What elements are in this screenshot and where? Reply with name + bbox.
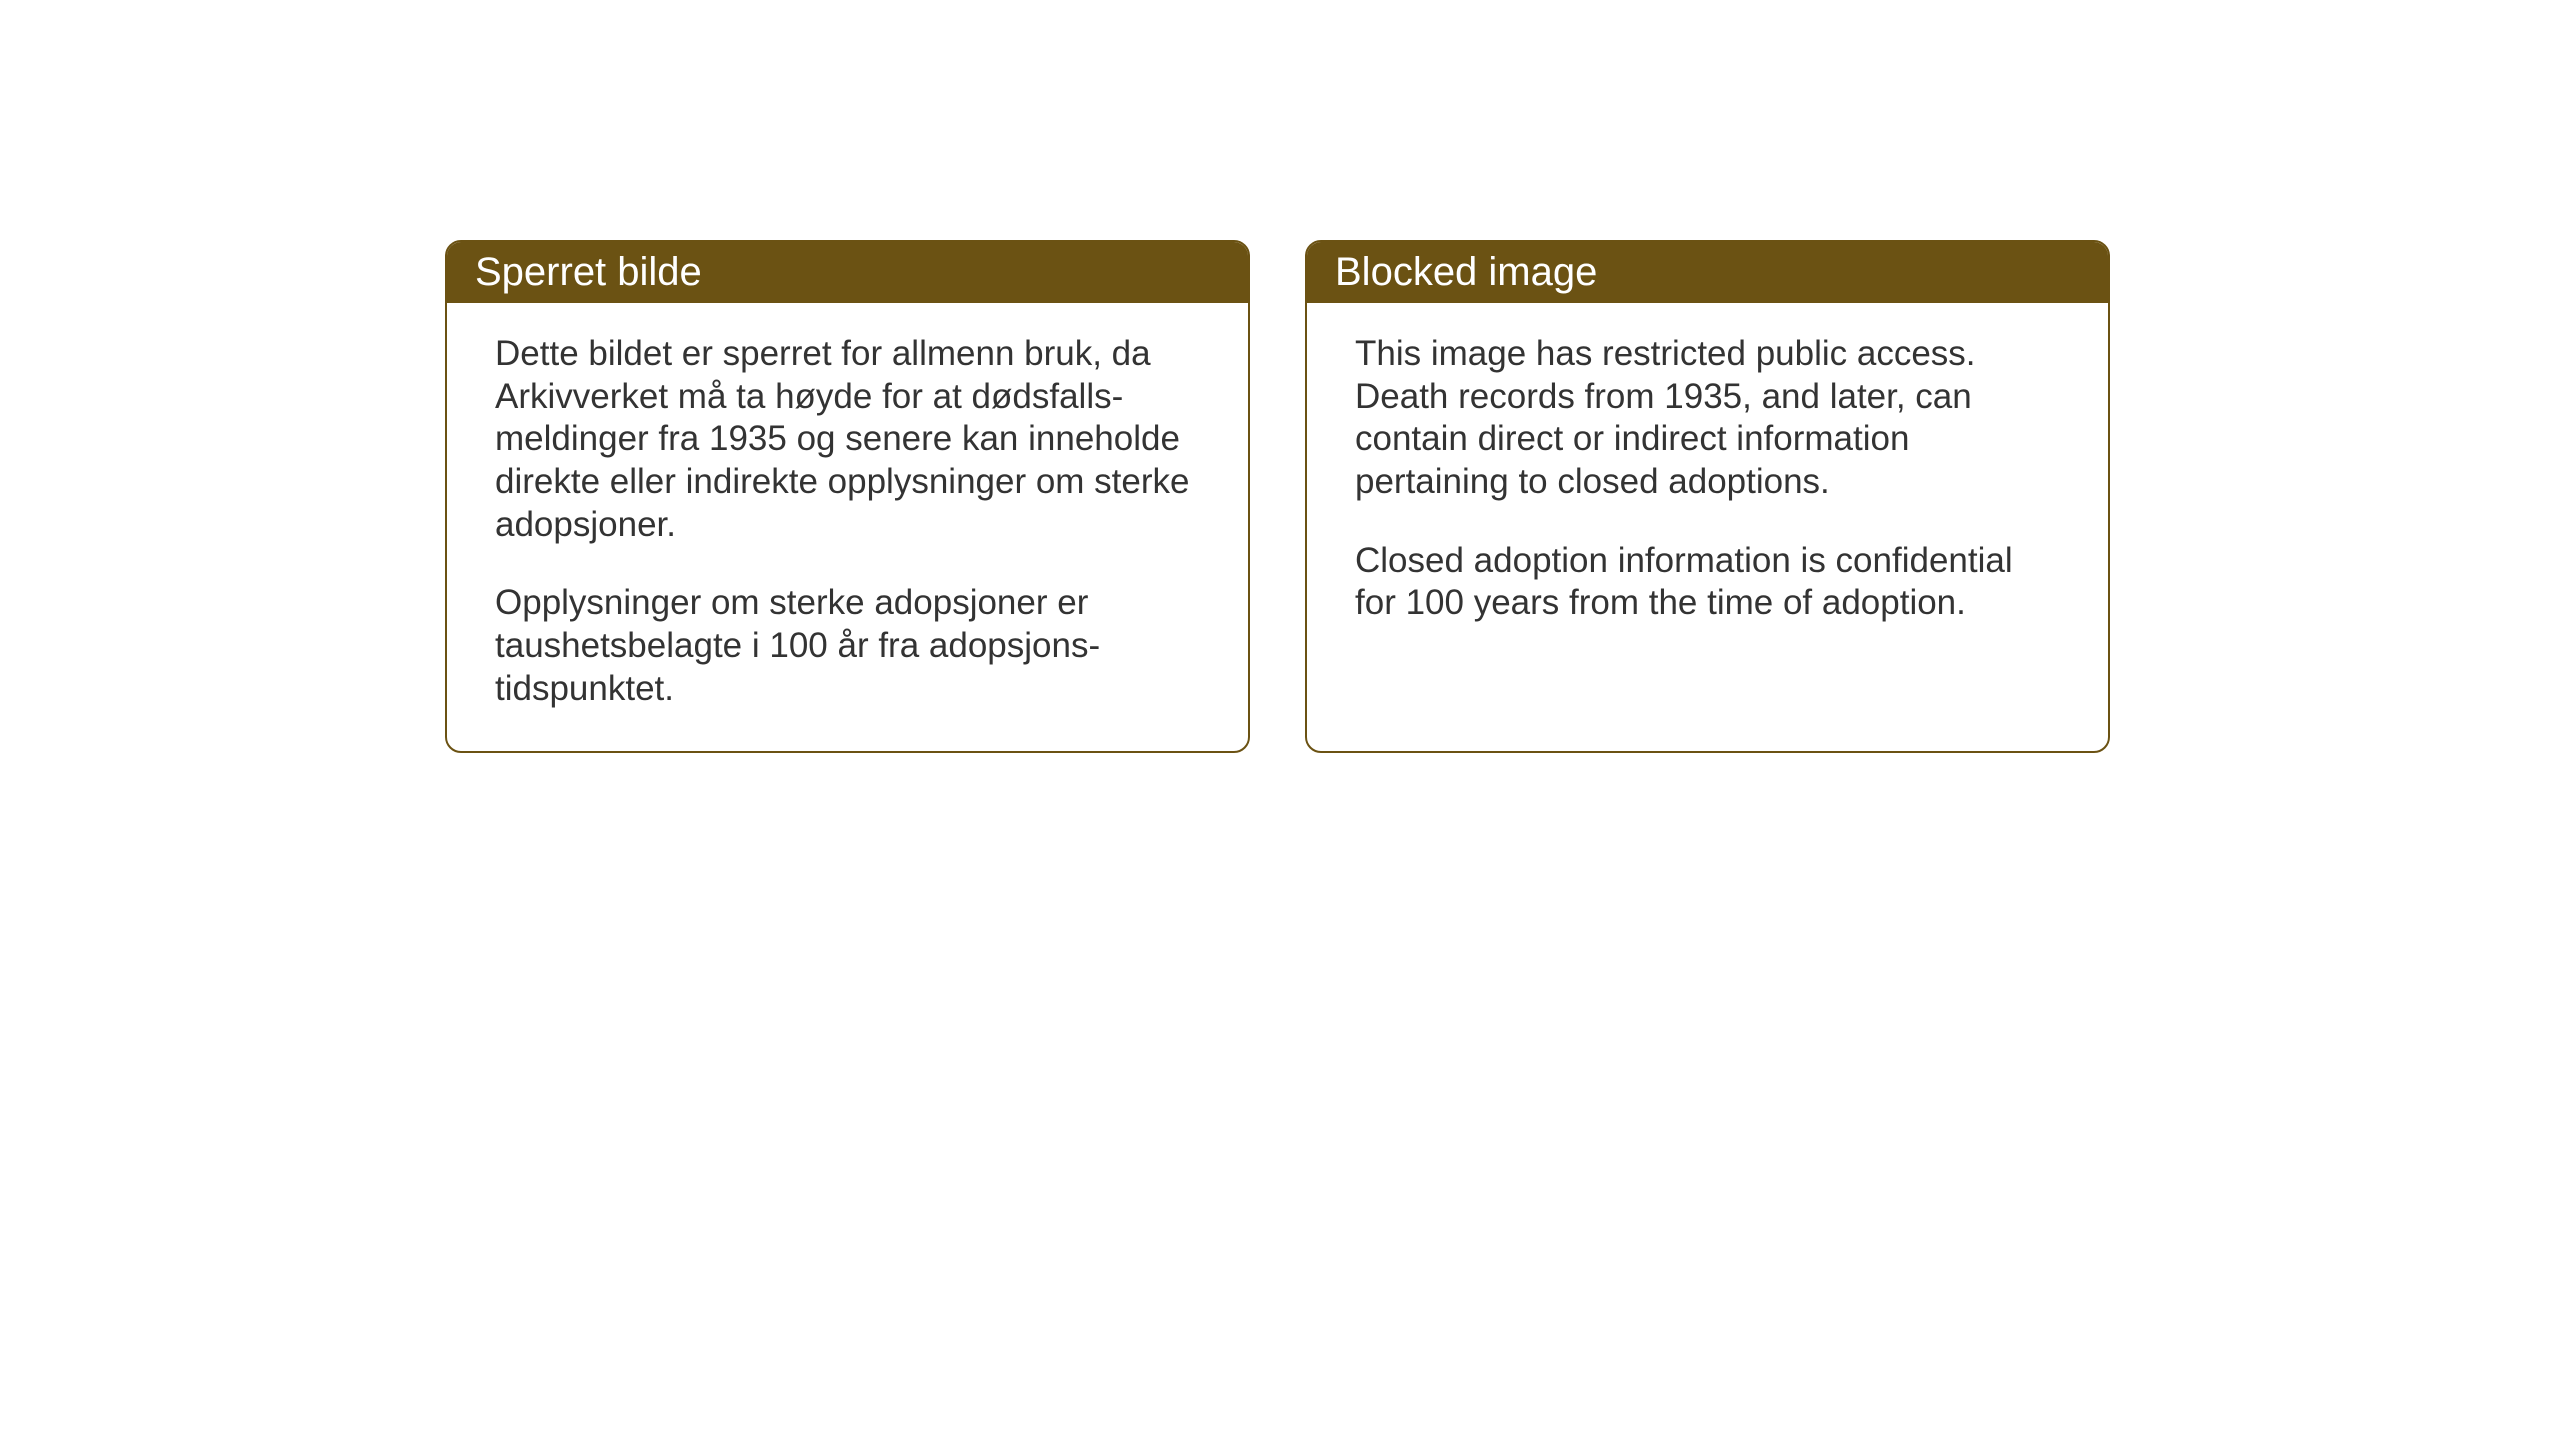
card-paragraph-1-english: This image has restricted public access.… [1355,333,2060,504]
card-paragraph-2-english: Closed adoption information is confident… [1355,540,2060,625]
card-body-norwegian: Dette bildet er sperret for allmenn bruk… [447,303,1248,751]
card-title-english: Blocked image [1335,250,1597,294]
card-paragraph-2-norwegian: Opplysninger om sterke adopsjoner er tau… [495,582,1200,710]
notice-card-english: Blocked image This image has restricted … [1305,240,2110,753]
card-header-norwegian: Sperret bilde [447,242,1248,303]
card-title-norwegian: Sperret bilde [475,250,702,294]
notice-card-norwegian: Sperret bilde Dette bildet er sperret fo… [445,240,1250,753]
card-paragraph-1-norwegian: Dette bildet er sperret for allmenn bruk… [495,333,1200,546]
card-body-english: This image has restricted public access.… [1307,303,2108,743]
card-header-english: Blocked image [1307,242,2108,303]
notice-cards-container: Sperret bilde Dette bildet er sperret fo… [445,240,2110,753]
